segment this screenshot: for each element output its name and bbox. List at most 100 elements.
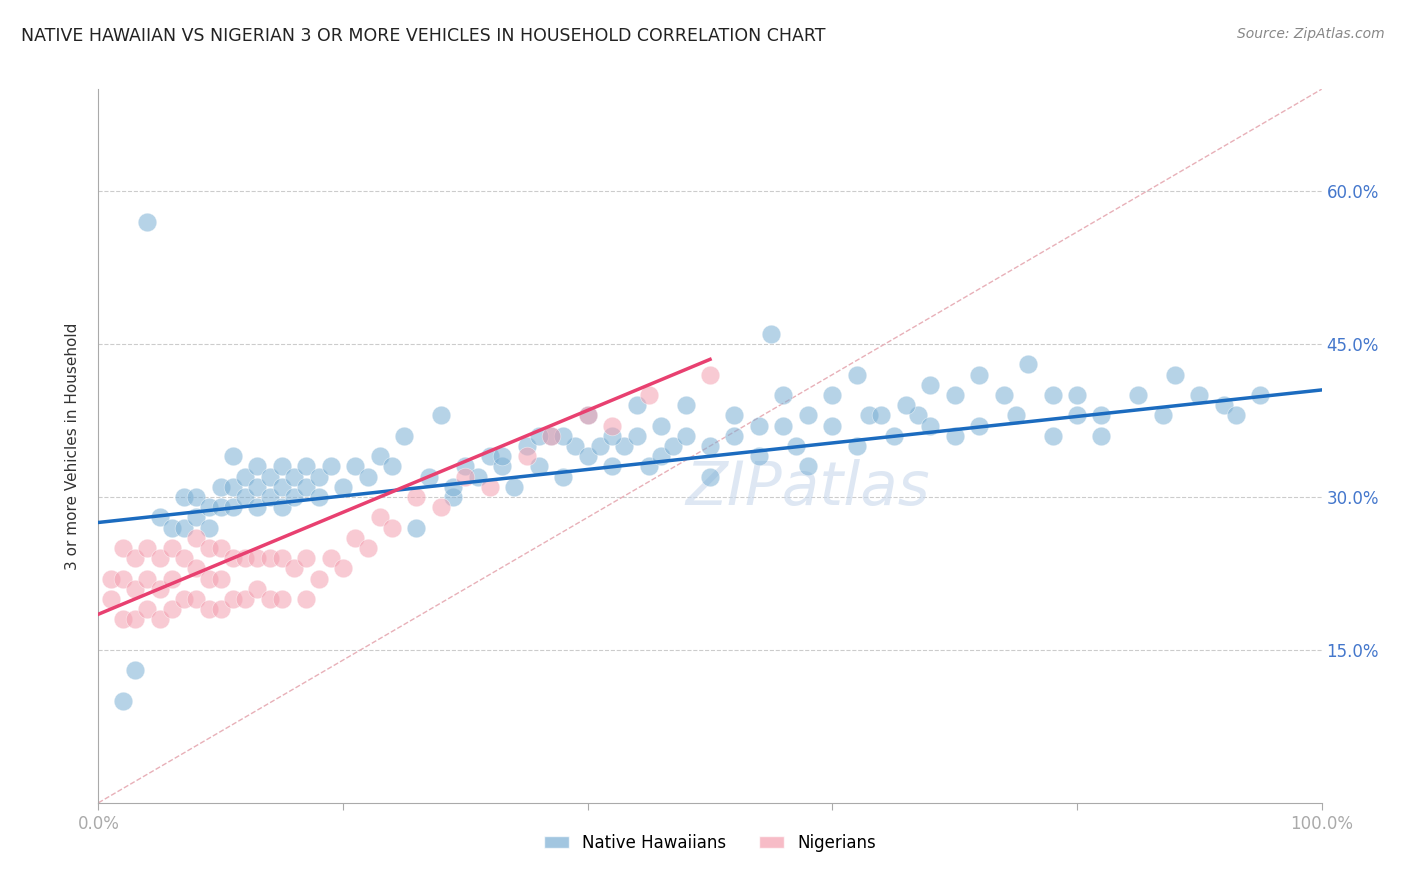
Point bbox=[576, 449, 599, 463]
Point bbox=[1042, 429, 1064, 443]
Point bbox=[186, 591, 208, 606]
Point bbox=[368, 510, 391, 524]
Point bbox=[943, 388, 966, 402]
Point bbox=[553, 469, 575, 483]
Point bbox=[246, 480, 269, 494]
Point bbox=[441, 480, 464, 494]
Point bbox=[186, 561, 208, 575]
Point bbox=[430, 409, 453, 423]
Text: Source: ZipAtlas.com: Source: ZipAtlas.com bbox=[1237, 27, 1385, 41]
Point bbox=[283, 469, 305, 483]
Point bbox=[209, 500, 232, 515]
Point bbox=[270, 500, 294, 515]
Point bbox=[209, 480, 232, 494]
Point bbox=[1066, 388, 1088, 402]
Point bbox=[454, 469, 477, 483]
Point bbox=[1066, 409, 1088, 423]
Point bbox=[270, 551, 294, 566]
Point bbox=[136, 602, 159, 616]
Point bbox=[772, 388, 794, 402]
Point bbox=[613, 439, 636, 453]
Point bbox=[920, 377, 942, 392]
Point bbox=[100, 591, 122, 606]
Point bbox=[797, 409, 820, 423]
Point bbox=[233, 551, 256, 566]
Point bbox=[197, 572, 219, 586]
Point bbox=[967, 368, 990, 382]
Point bbox=[259, 490, 281, 504]
Point bbox=[259, 591, 281, 606]
Point bbox=[186, 531, 208, 545]
Point bbox=[723, 409, 745, 423]
Point bbox=[197, 602, 219, 616]
Point bbox=[332, 480, 354, 494]
Point bbox=[124, 612, 146, 626]
Point bbox=[1212, 398, 1234, 412]
Point bbox=[368, 449, 391, 463]
Point bbox=[356, 469, 378, 483]
Point bbox=[600, 418, 623, 433]
Point bbox=[111, 541, 134, 555]
Point bbox=[308, 469, 330, 483]
Point bbox=[870, 409, 893, 423]
Point bbox=[136, 541, 159, 555]
Point bbox=[1090, 429, 1112, 443]
Point bbox=[149, 510, 172, 524]
Point bbox=[270, 480, 294, 494]
Point bbox=[662, 439, 685, 453]
Point bbox=[259, 469, 281, 483]
Point bbox=[553, 429, 575, 443]
Point bbox=[209, 572, 232, 586]
Point bbox=[600, 459, 623, 474]
Point bbox=[186, 510, 208, 524]
Y-axis label: 3 or more Vehicles in Household: 3 or more Vehicles in Household bbox=[65, 322, 80, 570]
Point bbox=[564, 439, 586, 453]
Point bbox=[1188, 388, 1211, 402]
Point bbox=[295, 480, 318, 494]
Point bbox=[392, 429, 416, 443]
Point bbox=[111, 572, 134, 586]
Point bbox=[160, 541, 183, 555]
Point bbox=[246, 551, 269, 566]
Point bbox=[699, 469, 721, 483]
Point bbox=[246, 459, 269, 474]
Point bbox=[491, 449, 513, 463]
Point bbox=[1164, 368, 1187, 382]
Point bbox=[173, 520, 195, 534]
Point bbox=[589, 439, 612, 453]
Point bbox=[124, 582, 146, 596]
Point bbox=[883, 429, 905, 443]
Point bbox=[907, 409, 929, 423]
Point bbox=[748, 449, 770, 463]
Point bbox=[222, 591, 245, 606]
Point bbox=[723, 429, 745, 443]
Point bbox=[319, 551, 342, 566]
Point bbox=[173, 591, 195, 606]
Point bbox=[283, 490, 305, 504]
Point bbox=[405, 520, 427, 534]
Legend: Native Hawaiians, Nigerians: Native Hawaiians, Nigerians bbox=[537, 828, 883, 859]
Point bbox=[1249, 388, 1271, 402]
Point bbox=[160, 520, 183, 534]
Point bbox=[540, 429, 562, 443]
Point bbox=[600, 429, 623, 443]
Point bbox=[381, 520, 404, 534]
Point bbox=[1152, 409, 1174, 423]
Point bbox=[136, 572, 159, 586]
Point bbox=[259, 551, 281, 566]
Point bbox=[894, 398, 917, 412]
Point bbox=[246, 500, 269, 515]
Point bbox=[356, 541, 378, 555]
Point bbox=[650, 418, 672, 433]
Point bbox=[527, 459, 550, 474]
Point bbox=[381, 459, 404, 474]
Point bbox=[515, 449, 537, 463]
Text: ZIPatlas: ZIPatlas bbox=[686, 459, 931, 518]
Point bbox=[295, 591, 318, 606]
Point bbox=[467, 469, 489, 483]
Point bbox=[160, 572, 183, 586]
Point bbox=[1128, 388, 1150, 402]
Point bbox=[699, 368, 721, 382]
Point bbox=[967, 418, 990, 433]
Point bbox=[332, 561, 354, 575]
